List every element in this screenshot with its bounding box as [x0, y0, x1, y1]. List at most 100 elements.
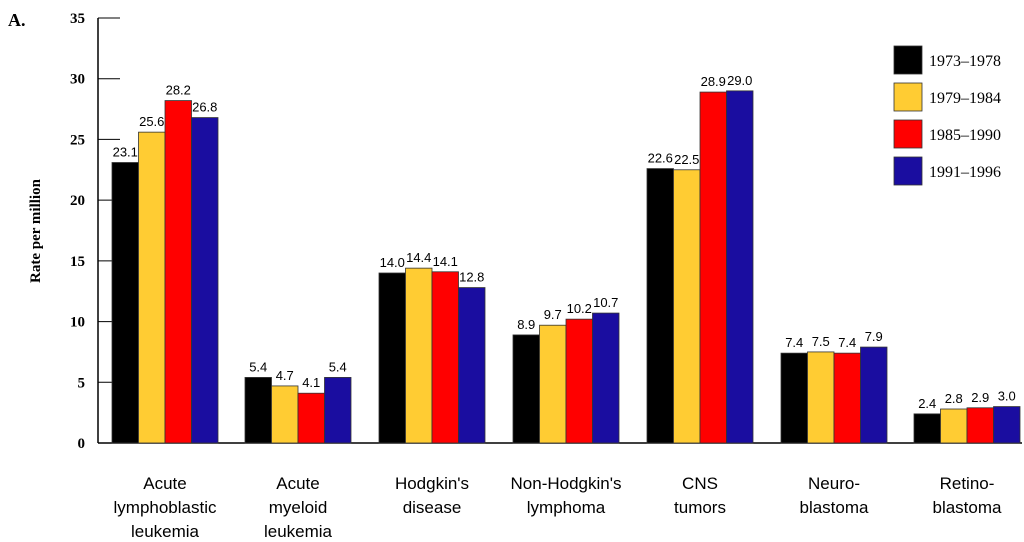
bar-value-label: 3.0 — [998, 389, 1016, 404]
category-label-line: Acute — [143, 474, 186, 493]
bar — [539, 324, 567, 444]
category-label-line: CNS — [682, 474, 718, 493]
category-label-line: blastoma — [800, 498, 870, 517]
bar — [940, 408, 968, 444]
category-label: CNS tumors — [674, 474, 726, 517]
bar — [138, 131, 166, 444]
bar — [726, 90, 754, 444]
bar-value-label: 4.7 — [276, 368, 294, 383]
category-label-line: leukemia — [131, 522, 200, 541]
bar-value-label: 22.5 — [674, 152, 699, 167]
category-label-line: tumors — [674, 498, 726, 517]
bar-value-label: 25.6 — [139, 114, 164, 129]
category-label: Retino-blastoma — [933, 474, 1003, 517]
bar — [405, 267, 433, 444]
bar — [913, 413, 941, 444]
bar — [699, 91, 727, 444]
bar — [244, 377, 272, 444]
y-tick-label: 0 — [78, 436, 86, 452]
category-label-line: blastoma — [933, 498, 1003, 517]
bar-value-label: 14.4 — [406, 250, 431, 265]
bar — [297, 392, 325, 444]
bar-value-label: 22.6 — [648, 151, 673, 166]
legend-label: 1985–1990 — [929, 127, 1001, 144]
category-label-line: Non-Hodgkin's — [511, 474, 622, 493]
category-label: Non-Hodgkin's lymphoma — [511, 474, 622, 517]
category-label: Neuro-blastoma — [800, 474, 870, 517]
bar — [993, 406, 1021, 444]
legend-swatch — [893, 156, 923, 186]
bar-value-label: 10.7 — [593, 295, 618, 310]
bar — [673, 169, 701, 444]
y-tick-label: 10 — [70, 315, 85, 331]
bar — [966, 407, 994, 444]
bar-value-label: 7.4 — [838, 335, 856, 350]
bar-value-label: 12.8 — [459, 270, 484, 285]
bar — [833, 352, 861, 444]
bar — [111, 162, 139, 444]
data-labels-group: 23.1 5.4 14.0 8.9 22.6 7.4 2.4 25.6 4.7 14.4 9.7 22… — [113, 73, 1016, 411]
category-labels-group: Acute lymphoblastic leukemia Acute myeloid le… — [114, 474, 1003, 541]
legend-label: 1973–1978 — [929, 53, 1001, 70]
bar-value-label: 23.1 — [113, 145, 138, 160]
category-label-line: Acute — [276, 474, 319, 493]
bar — [646, 168, 674, 444]
bar-value-label: 2.4 — [918, 396, 936, 411]
category-label-line: lymphoma — [527, 498, 606, 517]
bar-value-label: 26.8 — [192, 100, 217, 115]
bar — [324, 377, 352, 444]
bar-value-label: 5.4 — [329, 359, 347, 374]
category-label-line: disease — [403, 498, 462, 517]
bar-value-label: 29.0 — [727, 73, 752, 88]
y-axis-label: Rate per million — [28, 178, 44, 283]
bar-value-label: 7.4 — [785, 335, 803, 350]
bar — [271, 385, 299, 444]
y-tick-label: 15 — [70, 254, 85, 270]
legend: 1973–1978 1979–1984 1985–1990 1991–1996 — [893, 45, 1001, 186]
bar — [592, 312, 620, 444]
bar — [780, 352, 808, 444]
bar-value-label: 4.1 — [302, 375, 320, 390]
bar — [191, 117, 219, 444]
category-label-line: Retino- — [940, 474, 995, 493]
bar-value-label: 9.7 — [544, 307, 562, 322]
bar-value-label: 28.9 — [701, 74, 726, 89]
category-label: Acute myeloid leukemia — [264, 474, 333, 541]
bar — [860, 346, 888, 444]
legend-swatch — [893, 82, 923, 112]
bar — [164, 100, 192, 444]
legend-label: 1979–1984 — [929, 90, 1001, 107]
bar-value-label: 28.2 — [166, 83, 191, 98]
bar-value-label: 14.1 — [433, 254, 458, 269]
legend-swatch — [893, 119, 923, 149]
y-tick-label: 35 — [70, 11, 85, 27]
bar — [807, 351, 835, 444]
bar-value-label: 7.5 — [812, 334, 830, 349]
category-label-line: lymphoblastic — [114, 498, 217, 517]
bar-value-label: 10.2 — [567, 301, 592, 316]
bar — [512, 334, 540, 444]
bar — [378, 272, 406, 444]
legend-label: 1991–1996 — [929, 164, 1001, 181]
bar-value-label: 2.8 — [945, 391, 963, 406]
y-tick-label: 25 — [70, 132, 85, 148]
category-label-line: Hodgkin's — [395, 474, 469, 493]
y-tick-label: 5 — [78, 375, 86, 391]
bar-value-label: 8.9 — [517, 317, 535, 332]
bar-value-label: 5.4 — [249, 359, 267, 374]
category-label: Acute lymphoblastic leukemia — [114, 474, 217, 541]
category-label: Hodgkin's disease — [395, 474, 469, 517]
bar-value-label: 14.0 — [380, 255, 405, 270]
category-label-line: Neuro- — [808, 474, 860, 493]
legend-swatch — [893, 45, 923, 75]
bar-value-label: 7.9 — [865, 329, 883, 344]
panel-label: A. — [8, 10, 26, 30]
y-tick-label: 20 — [70, 193, 85, 209]
category-label-line: leukemia — [264, 522, 333, 541]
category-label-line: myeloid — [269, 498, 328, 517]
bar — [431, 271, 459, 444]
y-tick-label: 30 — [70, 72, 85, 88]
bars-group — [111, 90, 1021, 444]
